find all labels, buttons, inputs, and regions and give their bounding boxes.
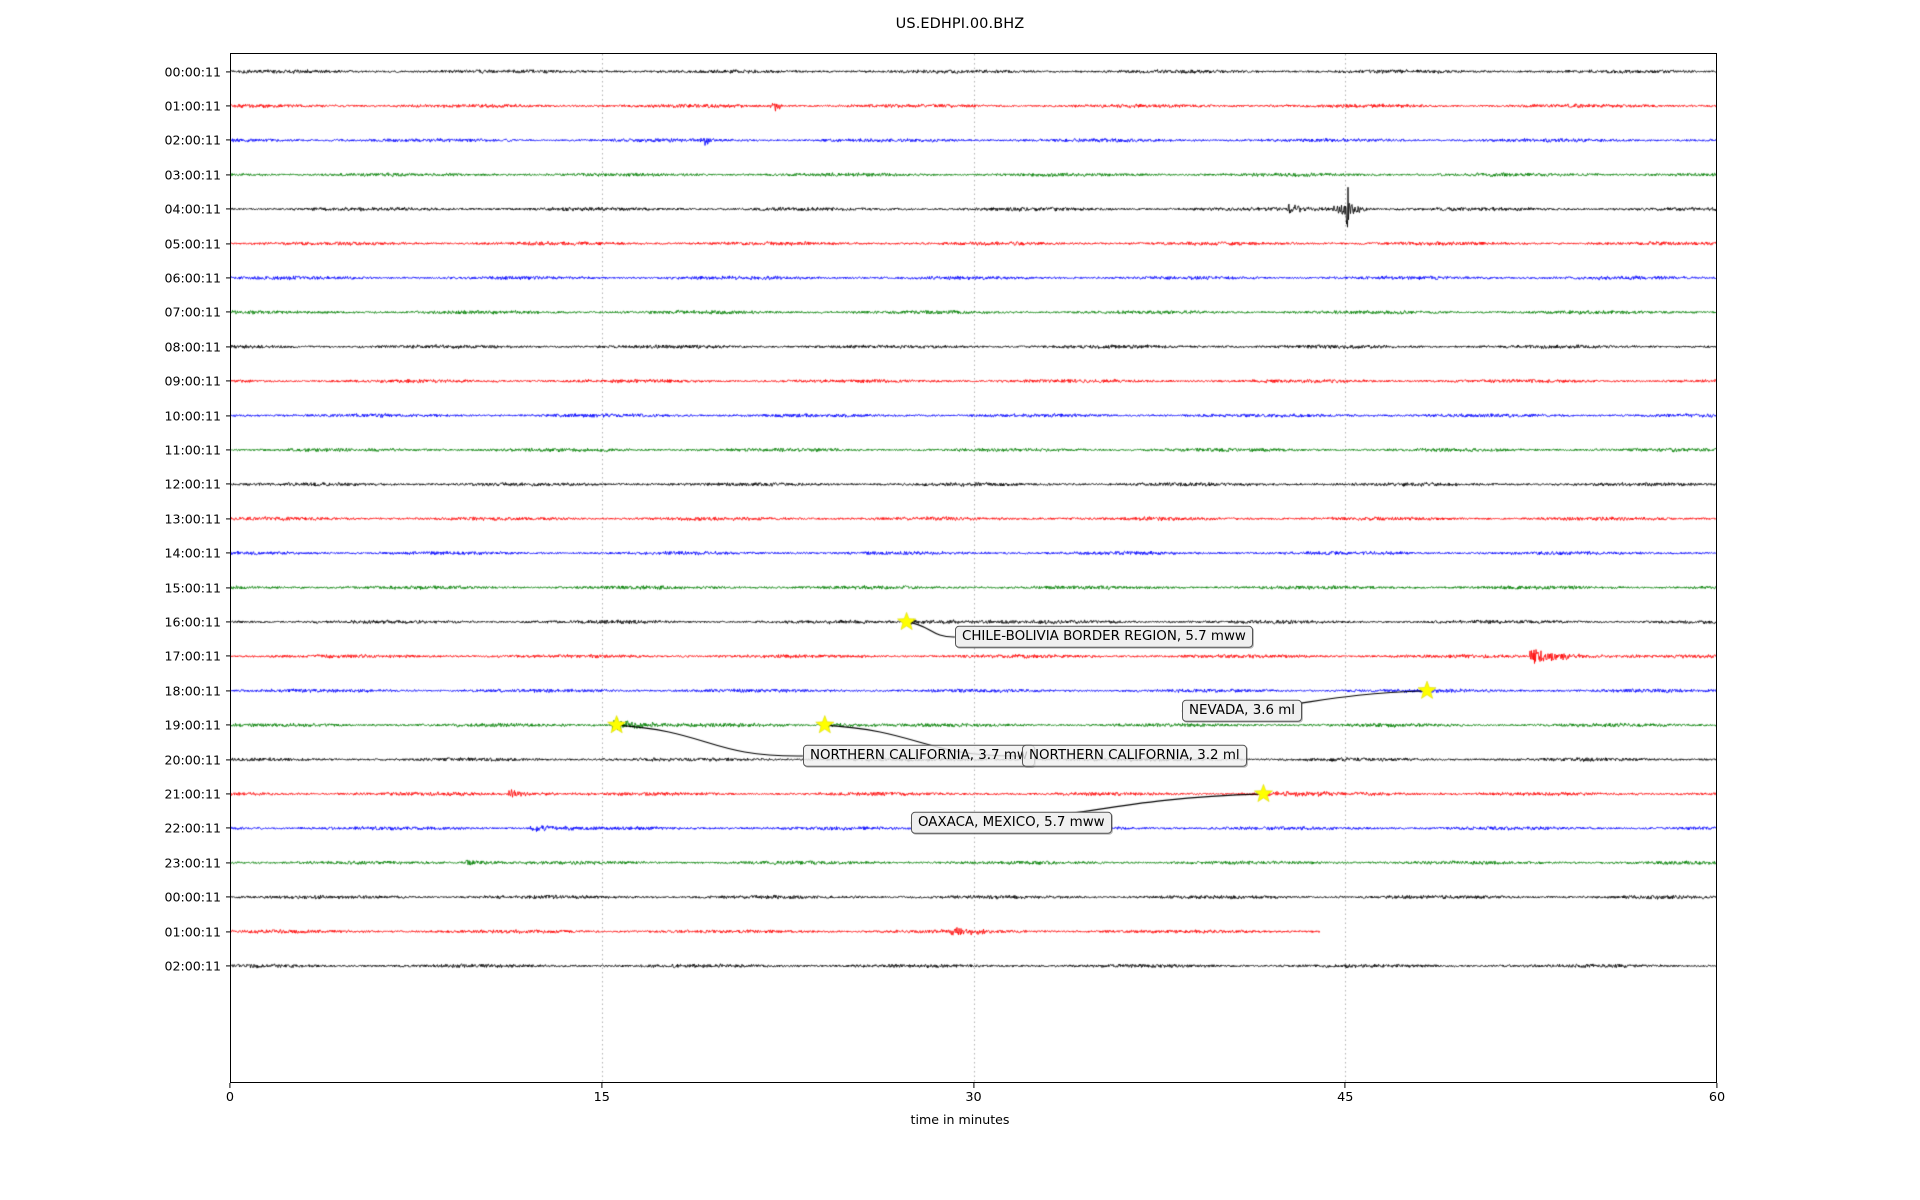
event-annotation-label[interactable]: NEVADA, 3.6 ml <box>1182 699 1303 723</box>
plot-axes-frame <box>230 53 1717 1083</box>
y-axis-tick-mark <box>226 758 231 761</box>
y-axis-tick-label: 02:00:11 <box>164 958 221 974</box>
y-axis-tick-mark <box>226 346 231 348</box>
y-axis-tick-mark <box>226 380 231 382</box>
y-axis-tick-mark <box>226 242 231 245</box>
y-axis-tick-mark <box>226 277 231 279</box>
y-axis-tick-mark <box>226 311 231 313</box>
y-axis-tick-label: 17:00:11 <box>164 648 221 664</box>
y-axis-tick-label: 19:00:11 <box>164 717 221 733</box>
y-axis-tick-label: 07:00:11 <box>164 304 221 320</box>
x-axis-tick-mark <box>1344 1083 1346 1088</box>
y-axis-tick-label: 01:00:11 <box>164 924 221 939</box>
y-axis-tick-label: 21:00:11 <box>164 786 221 802</box>
y-axis-tick-mark <box>226 70 231 73</box>
y-axis-tick-label: 05:00:11 <box>164 236 221 251</box>
x-axis-tick-label: 15 <box>593 1090 610 1105</box>
y-axis-tick-label: 13:00:11 <box>164 511 221 527</box>
y-axis-tick-mark <box>226 690 231 692</box>
y-axis-tick-label: 06:00:11 <box>164 270 221 286</box>
y-axis-tick-label: 22:00:11 <box>164 820 221 836</box>
x-axis-tick-label: 45 <box>1337 1090 1354 1105</box>
event-annotation-label[interactable]: NORTHERN CALIFORNIA, 3.2 ml <box>1022 744 1247 768</box>
y-axis-tick-mark <box>226 896 231 898</box>
y-axis-tick-label: 00:00:11 <box>164 64 221 79</box>
y-axis-tick-label: 10:00:11 <box>164 408 221 423</box>
x-axis-tick-mark <box>972 1083 975 1088</box>
y-axis-tick-label: 02:00:11 <box>164 132 221 148</box>
y-axis-tick-mark <box>226 793 231 795</box>
y-axis-tick-label: 20:00:11 <box>164 752 221 767</box>
y-axis-tick-mark <box>226 862 231 864</box>
y-axis-tick-label: 08:00:11 <box>164 339 221 355</box>
y-axis-tick-label: 18:00:11 <box>164 683 221 699</box>
y-axis-tick-mark <box>226 518 231 520</box>
y-axis-tick-mark <box>226 827 231 829</box>
y-axis-tick-mark <box>226 724 231 726</box>
event-annotation-label[interactable]: OAXACA, MEXICO, 5.7 mww <box>911 811 1112 835</box>
x-axis-tick-label: 0 <box>225 1090 235 1105</box>
y-axis-tick-label: 04:00:11 <box>164 201 221 217</box>
x-axis-tick-mark <box>1716 1083 1718 1088</box>
x-axis-label: time in minutes <box>910 1112 1010 1127</box>
y-axis-tick-mark <box>226 586 231 589</box>
event-annotation-label[interactable]: CHILE-BOLIVIA BORDER REGION, 5.7 mww <box>955 625 1253 649</box>
y-axis-tick-label: 09:00:11 <box>164 373 221 389</box>
y-axis-tick-label: 14:00:11 <box>164 545 221 561</box>
y-axis-tick-mark <box>226 174 231 176</box>
x-axis-tick-mark <box>601 1083 603 1088</box>
y-axis-tick-label: 12:00:11 <box>164 476 221 492</box>
y-axis-tick-label: 03:00:11 <box>164 167 221 183</box>
y-axis-tick-mark <box>226 930 231 933</box>
y-axis-tick-label: 23:00:11 <box>164 855 221 871</box>
y-axis-tick-mark <box>226 621 231 623</box>
y-axis-tick-mark <box>226 483 231 485</box>
y-axis-tick-label: 01:00:11 <box>164 98 221 114</box>
y-axis-tick-mark <box>226 139 231 141</box>
y-axis-tick-label: 11:00:11 <box>164 442 221 458</box>
y-axis-tick-mark <box>226 105 231 107</box>
x-axis-tick-mark <box>229 1083 231 1088</box>
y-axis-tick-mark <box>226 655 231 657</box>
y-axis-tick-mark <box>226 552 231 554</box>
event-annotation-label[interactable]: NORTHERN CALIFORNIA, 3.7 mw <box>803 744 1035 768</box>
x-axis-tick-label: 60 <box>1708 1090 1726 1105</box>
y-axis-tick-label: 00:00:11 <box>164 889 221 905</box>
y-axis-tick-label: 16:00:11 <box>164 614 221 630</box>
y-axis-tick-mark <box>226 965 231 967</box>
page-title: US.EDHPI.00.BHZ <box>895 16 1025 32</box>
y-axis-tick-mark <box>226 449 231 451</box>
y-axis-tick-label: 15:00:11 <box>164 580 221 595</box>
y-axis-tick-mark <box>226 414 231 417</box>
y-axis-tick-mark <box>226 208 231 210</box>
x-axis-tick-label: 30 <box>965 1090 982 1105</box>
